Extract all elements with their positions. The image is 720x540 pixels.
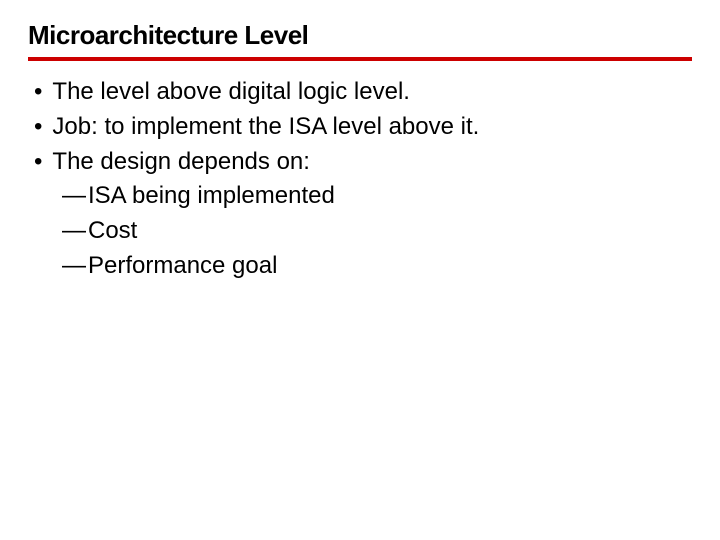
slide-title: Microarchitecture Level (28, 20, 692, 51)
sub-list-item: — ISA being implemented (62, 179, 692, 214)
dash-icon: — (62, 249, 86, 284)
bullet-icon: • (34, 75, 42, 110)
list-item-text: Job: to implement the ISA level above it… (52, 110, 479, 145)
sub-list-item: — Cost (62, 214, 692, 249)
bullet-icon: • (34, 145, 42, 180)
slide: Microarchitecture Level • The level abov… (0, 0, 720, 540)
list-item-text: The design depends on: (52, 145, 310, 180)
dash-icon: — (62, 214, 86, 249)
dash-icon: — (62, 179, 86, 214)
sub-list-item: — Performance goal (62, 249, 692, 284)
sub-list-item-text: Performance goal (88, 249, 277, 284)
sub-list-item-text: ISA being implemented (88, 179, 335, 214)
list-item: • The level above digital logic level. (28, 75, 692, 110)
bullet-icon: • (34, 110, 42, 145)
list-item: • The design depends on: (28, 145, 692, 180)
slide-body: • The level above digital logic level. •… (28, 75, 692, 284)
title-underline (28, 57, 692, 61)
list-item-text: The level above digital logic level. (52, 75, 410, 110)
list-item: • Job: to implement the ISA level above … (28, 110, 692, 145)
sub-list-item-text: Cost (88, 214, 137, 249)
